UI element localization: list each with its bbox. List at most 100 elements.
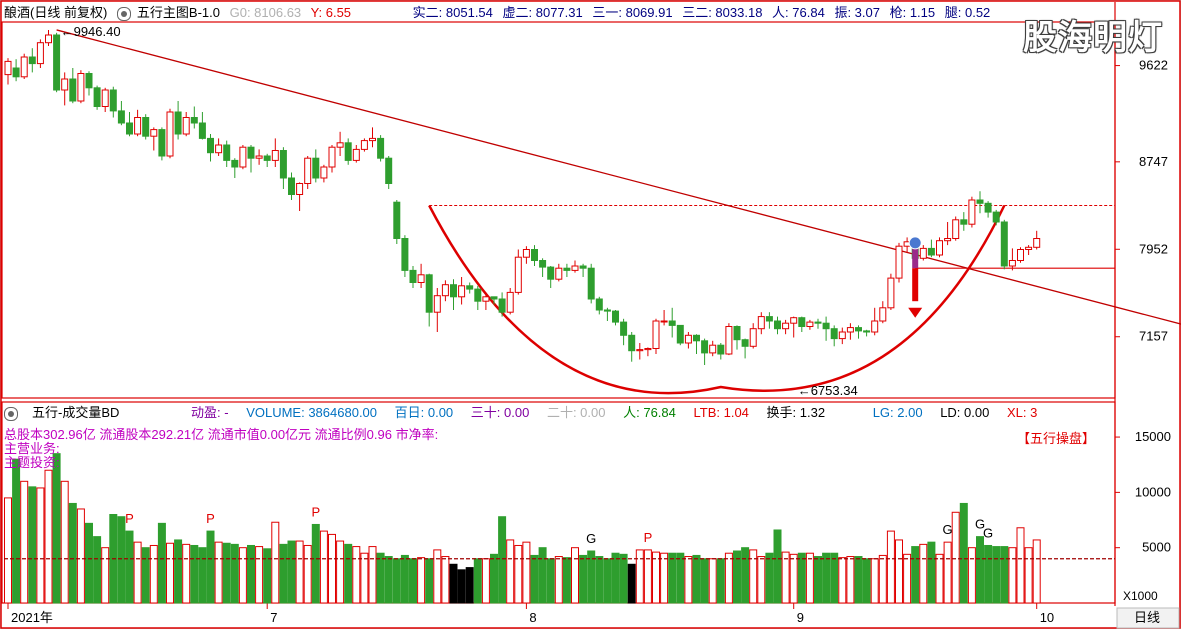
volume-bar bbox=[870, 558, 879, 604]
candle-up bbox=[77, 73, 85, 102]
volume-bar bbox=[360, 552, 369, 604]
price-annotation: ←9946.40 bbox=[61, 24, 121, 39]
marker-p: P bbox=[1146, 0, 1155, 3]
volume-bar bbox=[287, 540, 296, 604]
y-value: Y: 6.55 bbox=[310, 5, 352, 20]
candle-up bbox=[968, 199, 976, 225]
candle-up bbox=[1017, 249, 1024, 261]
volume-bar bbox=[425, 558, 434, 604]
candle-down bbox=[109, 89, 117, 112]
volume-bar bbox=[724, 552, 733, 604]
volume-bar bbox=[708, 558, 717, 604]
candle-up bbox=[20, 56, 28, 78]
candle-down bbox=[401, 238, 409, 271]
volume-settings-icon[interactable] bbox=[4, 406, 18, 421]
candle-down bbox=[231, 159, 239, 168]
candle-up bbox=[684, 334, 692, 344]
candle-up bbox=[782, 322, 790, 330]
volume-bar bbox=[36, 487, 45, 604]
volume-bar bbox=[733, 550, 741, 604]
candle-down bbox=[288, 177, 295, 195]
candle-down bbox=[717, 344, 725, 355]
period-button[interactable]: 日线 bbox=[1134, 610, 1160, 625]
candle-down bbox=[126, 122, 133, 135]
volume-bar bbox=[4, 497, 12, 604]
price-annotation: ←6753.34 bbox=[798, 383, 858, 398]
candle-down bbox=[393, 201, 401, 239]
ershi-value: 二十: 0.00 bbox=[546, 405, 606, 420]
candle-down bbox=[992, 211, 1000, 223]
volume-bar bbox=[757, 556, 766, 604]
volume-bar bbox=[700, 558, 709, 604]
volume-bar bbox=[117, 516, 126, 604]
indicator-settings-icon[interactable] bbox=[116, 6, 131, 21]
volume-value: VOLUME: 3864680.00 bbox=[246, 405, 378, 420]
volume-bar bbox=[684, 556, 693, 604]
candle-down bbox=[377, 137, 385, 159]
signal-bar-upper bbox=[912, 245, 919, 269]
candle-up bbox=[952, 219, 960, 240]
info-line-theme: 主题投资: bbox=[4, 455, 60, 470]
marker-g: G bbox=[943, 522, 953, 537]
candle-up bbox=[36, 42, 44, 65]
volume-bar bbox=[1008, 547, 1017, 604]
volume-bar bbox=[400, 554, 409, 604]
huanshou-value: 换手: 1.32 bbox=[766, 405, 826, 420]
zhen-value: 振: 3.07 bbox=[834, 5, 880, 20]
marker-g: G bbox=[1113, 0, 1123, 3]
candle-up bbox=[352, 148, 360, 161]
ld-value: LD: 0.00 bbox=[940, 405, 990, 420]
volume-bar bbox=[12, 458, 21, 604]
marker-g: G bbox=[983, 525, 993, 540]
candle-up bbox=[458, 285, 466, 298]
candle-down bbox=[693, 334, 700, 342]
candle-up bbox=[636, 349, 644, 352]
stock-title[interactable]: 酿酒(日线 前复权) bbox=[4, 5, 108, 20]
signal-dot-icon bbox=[908, 236, 922, 250]
candle-up bbox=[134, 117, 142, 135]
volume-bar bbox=[409, 558, 417, 604]
candle-down bbox=[733, 326, 741, 341]
volume-bar bbox=[878, 554, 887, 604]
volume-bar bbox=[530, 554, 539, 604]
candle-up bbox=[846, 327, 854, 333]
volume-bar bbox=[166, 542, 174, 604]
indicator-name[interactable]: 五行主图B-1.0 bbox=[136, 5, 220, 20]
x-axis-label: 2021年 bbox=[11, 610, 53, 625]
candle-up bbox=[936, 240, 943, 256]
volume-bar bbox=[303, 544, 312, 604]
g0-value: G0: 8106.63 bbox=[229, 5, 302, 20]
volume-bar bbox=[643, 549, 652, 604]
stock-info: 总股本302.96亿 流通股本292.21亿 流通市值0.00亿元 流通比例0.… bbox=[4, 428, 438, 470]
candle-up bbox=[571, 265, 579, 271]
candle-down bbox=[741, 339, 749, 347]
volume-bar bbox=[328, 533, 336, 604]
volume-indicator-name[interactable]: 五行-成交量BD bbox=[4, 405, 133, 421]
volume-bar bbox=[490, 553, 498, 604]
marker-p: P bbox=[1138, 0, 1147, 3]
volume-bar bbox=[44, 469, 53, 604]
candle-up bbox=[255, 155, 263, 159]
fu-value: 腿: 0.52 bbox=[944, 5, 991, 20]
wuxing-badge[interactable]: 【五行操盘】 bbox=[1017, 431, 1096, 446]
volume-bar bbox=[263, 548, 272, 604]
candle-up bbox=[1033, 238, 1041, 248]
volume-bar bbox=[935, 553, 944, 604]
candle-up bbox=[944, 238, 952, 242]
volume-bar bbox=[68, 502, 77, 604]
candle-down bbox=[263, 155, 271, 161]
volume-bar bbox=[441, 556, 450, 604]
marker-g: G bbox=[586, 531, 596, 546]
watermark-logo: 股海明灯 bbox=[1023, 19, 1163, 57]
volume-bar bbox=[765, 552, 774, 604]
candle-down bbox=[668, 320, 676, 326]
candle-up bbox=[4, 60, 12, 76]
qiang-value: 枪: 1.15 bbox=[889, 5, 936, 20]
candle-up bbox=[522, 249, 530, 258]
signal-bar-lower bbox=[912, 268, 919, 302]
volume-bar bbox=[457, 569, 466, 604]
ren-vol-value: 人: 76.84 bbox=[623, 405, 676, 420]
shi2-value: 实二: 8051.54 bbox=[412, 5, 493, 20]
volume-bar bbox=[368, 546, 377, 604]
